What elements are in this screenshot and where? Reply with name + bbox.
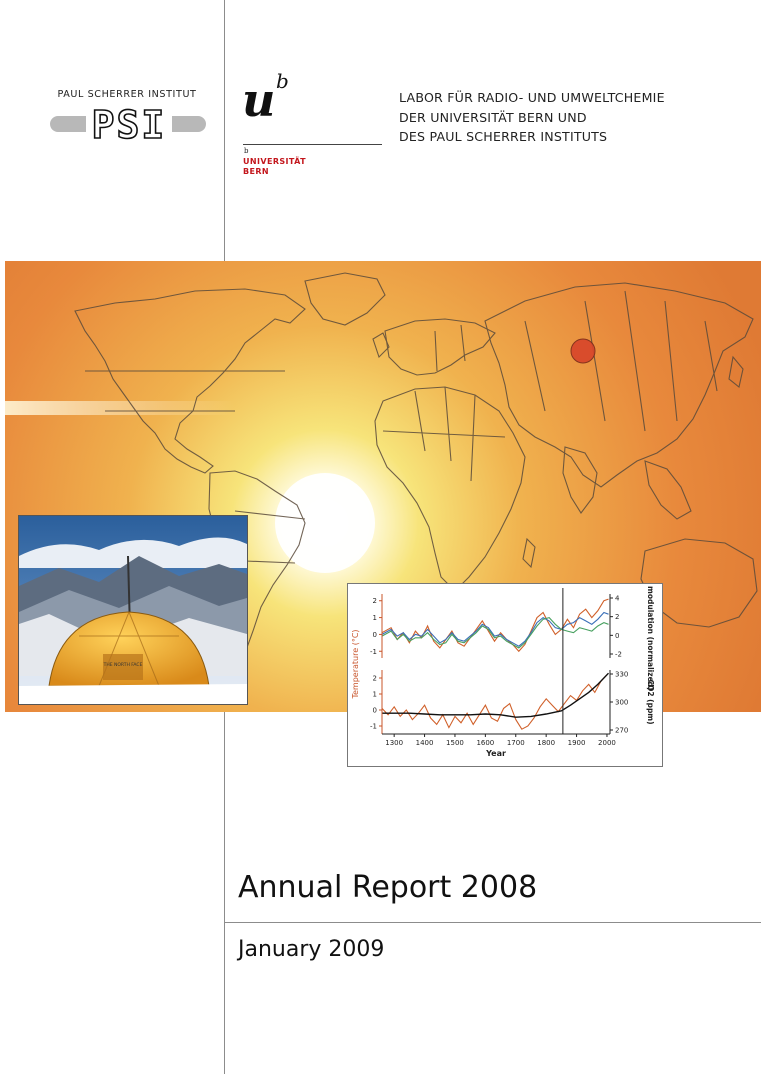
- bottom-panel-series-series_black: [382, 672, 610, 718]
- southeast-asia: [644, 460, 692, 520]
- x-tick-label: 1800: [537, 739, 555, 747]
- top-panel-left-tick-label: 2: [373, 597, 377, 605]
- top-panel-right-tick-label: 0: [615, 632, 619, 640]
- unibern-line2: BERN: [243, 167, 270, 176]
- tent-door: [103, 654, 143, 680]
- co2-axis-label: CO2 (ppm): [646, 679, 655, 724]
- bottom-panel-right-tick-label: 270: [615, 727, 628, 735]
- bottom-panel-left-tick-label: 1: [373, 691, 377, 699]
- tent-photo: THE NORTH FACE: [18, 515, 248, 705]
- bottom-panel-left-tick-label: -1: [370, 723, 377, 731]
- x-tick-label: 1700: [507, 739, 525, 747]
- unibern-small-b: b: [244, 147, 249, 155]
- bottom-panel-left-tick-label: 0: [373, 707, 377, 715]
- psi-name: PAUL SCHERRER INSTITUT: [57, 89, 197, 100]
- madagascar: [522, 537, 536, 569]
- snow-foreground: [19, 684, 247, 704]
- lab-header: LABOR FÜR RADIO- UND UMWELTCHEMIE DER UN…: [399, 88, 665, 147]
- country-borders: [85, 290, 718, 564]
- asia: [484, 282, 754, 488]
- top-panel-right-tick-label: 2: [615, 613, 619, 621]
- psi-logo: PSI: [50, 102, 206, 148]
- title-rule: [225, 922, 761, 923]
- top-panel-series-series_blue: [381, 611, 609, 647]
- north-america: [74, 288, 306, 474]
- report-date: January 2009: [238, 937, 385, 962]
- report-title: Annual Report 2008: [238, 870, 538, 905]
- greenland: [304, 272, 386, 326]
- x-tick-label: 1600: [476, 739, 494, 747]
- europe: [384, 318, 496, 376]
- climate-chart: 2 1 0 -1 4 2 0 -2 2 1 0 -1 330 300 270 1300 1400 1500 1600…: [347, 583, 663, 767]
- bottom-panel-right-tick-label: 300: [615, 699, 628, 707]
- lab-header-line2: DER UNIVERSITÄT BERN UND: [399, 109, 587, 125]
- india: [562, 446, 598, 514]
- top-panel-left-tick-label: -1: [370, 648, 377, 656]
- bottom-panel-left-tick-label: 2: [373, 675, 377, 683]
- lab-header-line3: DES PAUL SCHERRER INSTITUTS: [399, 129, 608, 144]
- tent-brand: THE NORTH FACE: [103, 662, 143, 668]
- unibern-u: u: [242, 73, 275, 127]
- bottom-panel-series-series_orange: [381, 674, 608, 730]
- x-tick-label: 1500: [446, 739, 464, 747]
- unibern-logo: u b: [240, 69, 390, 180]
- continent-outlines: [74, 272, 758, 655]
- uk: [372, 332, 390, 359]
- top-panel-series-series_green: [381, 616, 609, 649]
- clouds: [19, 537, 247, 568]
- x-tick-label: 1400: [416, 739, 434, 747]
- unibern-rule: [243, 144, 382, 145]
- unibern-b: b: [276, 70, 289, 93]
- x-axis-label: Year: [485, 749, 506, 758]
- top-panel-left-tick-label: 0: [373, 631, 377, 639]
- top-panel-right-tick-label: 4: [615, 595, 620, 603]
- bottom-panel-right-tick-label: 330: [615, 671, 628, 679]
- africa: [374, 386, 526, 592]
- light-streak: [5, 401, 235, 415]
- unibern-wordmark: UNIVERSITÄT BERN: [243, 157, 306, 177]
- top-panel-right-tick-label: -2: [615, 651, 622, 659]
- psi-logo-backdrop: [86, 106, 172, 142]
- top-panel-left-tick-label: 1: [373, 614, 377, 622]
- psi-logo-letters: PSI: [92, 104, 167, 144]
- lab-header-line1: LABOR FÜR RADIO- UND UMWELTCHEMIE: [399, 90, 665, 105]
- solar-axis-label: Solar modulation (normalized): [646, 584, 655, 690]
- sun-disc: [275, 473, 375, 573]
- x-tick-label: 1300: [385, 739, 403, 747]
- top-panel-series-series_orange: [381, 598, 609, 653]
- temperature-axis-label: Temperature (°C): [351, 629, 360, 699]
- unibern-line1: UNIVERSITÄT: [243, 157, 306, 166]
- japan: [728, 355, 744, 388]
- x-tick-label: 2000: [598, 739, 616, 747]
- x-tick-label: 1900: [568, 739, 586, 747]
- site-marker-icon: [570, 338, 596, 364]
